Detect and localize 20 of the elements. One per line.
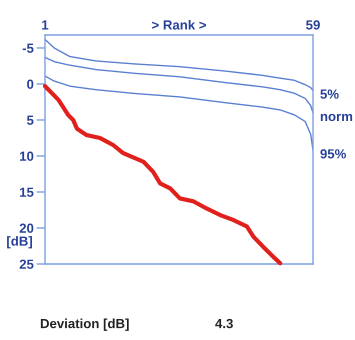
- y-tick-label: 5: [26, 116, 34, 125]
- x-tick-label: 59: [306, 20, 320, 30]
- line-series: [42, 84, 282, 266]
- series-label: 95%: [320, 149, 346, 159]
- y-tick-label: -5: [22, 44, 34, 53]
- text: Deviation [dB]: [40, 318, 129, 331]
- x-axis-title: > Rank >: [152, 20, 206, 30]
- y-tick-label: 20: [20, 224, 34, 233]
- text: 4.3: [215, 318, 233, 328]
- y-tick-label: 25: [20, 260, 34, 269]
- line-series: [44, 38, 314, 92]
- series-label: norm: [320, 114, 352, 122]
- y-tick-label: 10: [20, 152, 34, 161]
- y-tick-label: 15: [20, 188, 34, 197]
- y-axis-title: [dB]: [7, 236, 32, 248]
- y-tick-label: 0: [27, 80, 34, 89]
- series-label: 5%: [320, 89, 339, 99]
- line-series: [44, 75, 314, 151]
- x-tick-label: 1: [42, 20, 48, 30]
- line-series: [44, 56, 314, 114]
